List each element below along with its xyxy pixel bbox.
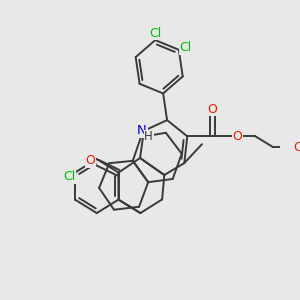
Text: H: H [144,130,153,143]
Text: O: O [293,141,300,154]
Text: N: N [137,124,147,137]
Text: O: O [233,130,243,143]
Text: Cl: Cl [179,41,191,54]
Text: O: O [85,154,95,167]
Text: Cl: Cl [149,27,161,40]
Text: O: O [208,103,218,116]
Text: Cl: Cl [63,170,75,183]
